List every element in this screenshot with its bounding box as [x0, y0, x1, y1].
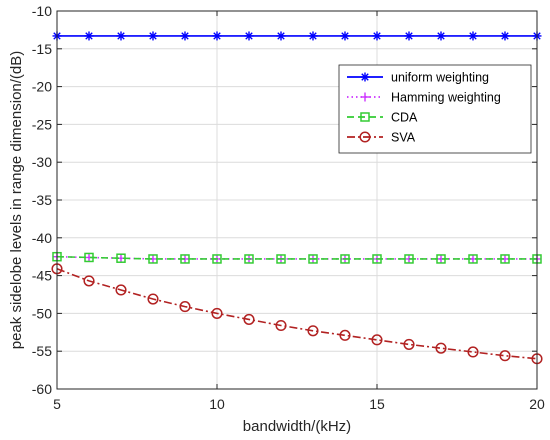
data-point: [468, 31, 478, 41]
legend-marker: [360, 92, 370, 102]
data-point: [308, 31, 318, 41]
data-point: [116, 253, 126, 263]
series-2: [52, 251, 542, 264]
data-point: [147, 293, 159, 305]
data-point: [499, 350, 511, 362]
series-0: [52, 31, 542, 41]
data-point: [84, 31, 94, 41]
data-point: [148, 31, 158, 41]
data-point: [211, 307, 223, 319]
data-point: [276, 254, 286, 264]
data-point: [372, 254, 382, 264]
data-point: [307, 325, 319, 337]
data-point: [148, 254, 158, 264]
legend-item: uniform weighting: [347, 71, 489, 85]
data-point: [436, 31, 446, 41]
data-point: [436, 254, 446, 264]
series-3: [51, 263, 543, 365]
legend-box: [338, 64, 532, 154]
y-tick-label: -45: [32, 268, 52, 284]
data-point: [371, 334, 383, 346]
plot-series: [51, 31, 543, 365]
y-tick-label: -30: [32, 154, 52, 170]
series-line: [56, 255, 537, 260]
y-tick-label: -60: [32, 381, 52, 397]
data-point: [180, 254, 190, 264]
data-point: [115, 284, 127, 296]
data-point: [84, 252, 94, 263]
data-point: [500, 31, 510, 41]
data-point: [212, 254, 222, 264]
data-point: [404, 31, 414, 41]
axis-ticks: 5 10 15 20 -10 -15 -20 -25 -30 -35 -40 -45 -50 -55 -60: [32, 3, 545, 412]
data-point: [243, 313, 255, 325]
y-tick-label: -50: [32, 305, 52, 321]
data-point: [340, 31, 350, 41]
data-point: [275, 319, 287, 332]
y-tick-label: -25: [32, 116, 52, 132]
legend-label: CDA: [391, 111, 418, 125]
legend-item: SVA: [347, 131, 416, 145]
data-point: [339, 329, 351, 341]
y-tick-label: -40: [32, 230, 52, 246]
y-axis-label: peak sidelobe levels in range dimension/…: [8, 51, 25, 350]
data-point: [116, 31, 126, 41]
y-tick-label: -15: [32, 41, 52, 57]
data-point: [83, 275, 95, 287]
y-tick-label: -20: [32, 79, 52, 95]
legend: uniform weighting Hamming weighting CDA SVA: [338, 64, 532, 154]
data-point: [500, 254, 510, 264]
data-point: [435, 342, 447, 354]
data-point: [308, 254, 318, 264]
legend-label: SVA: [391, 131, 416, 145]
legend-marker: [359, 131, 371, 143]
data-point: [372, 31, 382, 41]
x-axis-label: bandwidth/(kHz): [243, 418, 351, 435]
y-tick-label: -35: [32, 192, 52, 208]
legend-marker: [360, 112, 370, 122]
x-tick-label: 15: [369, 396, 385, 412]
y-tick-label: -55: [32, 343, 52, 359]
x-tick-label: 5: [53, 396, 61, 412]
data-point: [179, 301, 191, 313]
data-point: [340, 254, 350, 264]
data-point: [403, 338, 415, 350]
data-point: [212, 31, 222, 41]
data-point: [180, 31, 190, 41]
data-point: [467, 346, 479, 358]
data-point: [404, 254, 414, 264]
x-tick-label: 10: [209, 396, 225, 412]
data-point: [244, 31, 254, 41]
legend-label: Hamming weighting: [391, 91, 501, 105]
series-line: [56, 268, 538, 360]
legend-item: CDA: [347, 111, 418, 125]
data-point: [244, 254, 254, 264]
legend-item: Hamming weighting: [347, 91, 501, 105]
x-tick-label: 20: [529, 396, 545, 412]
data-point: [276, 31, 286, 41]
legend-marker: [360, 72, 370, 82]
legend-label: uniform weighting: [391, 71, 489, 85]
data-point: [468, 254, 478, 264]
y-tick-label: -10: [32, 3, 52, 19]
